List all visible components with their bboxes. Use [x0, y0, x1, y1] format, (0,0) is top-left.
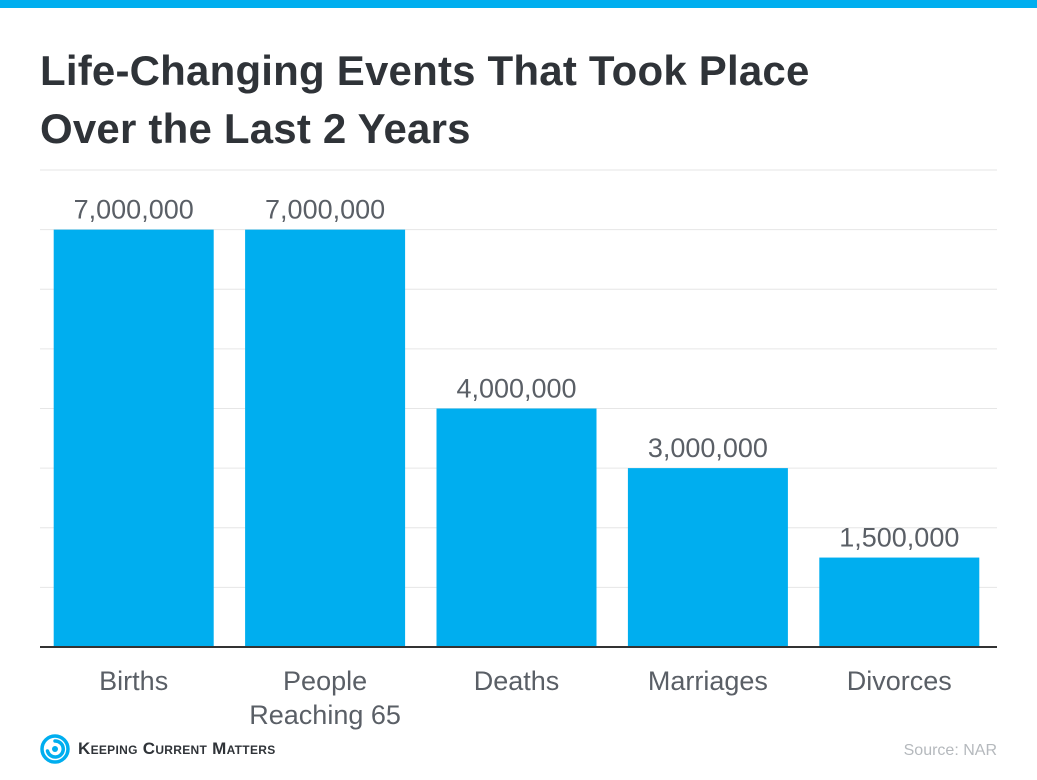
- bar: [436, 408, 597, 647]
- category-label: Deaths: [474, 666, 560, 696]
- brand-name: Keeping Current Matters: [78, 739, 276, 758]
- source-note: Source: NAR: [903, 742, 997, 759]
- bar: [627, 468, 788, 647]
- data-label: 7,000,000: [74, 195, 194, 225]
- category-label: Reaching 65: [249, 700, 401, 730]
- bar: [819, 557, 980, 647]
- category-label: Births: [99, 666, 168, 696]
- category-label: Divorces: [847, 666, 952, 696]
- bar: [53, 229, 214, 647]
- category-label: Marriages: [648, 666, 768, 696]
- data-label: 7,000,000: [265, 195, 385, 225]
- data-label: 4,000,000: [456, 374, 576, 404]
- data-label: 3,000,000: [648, 433, 768, 463]
- brand-logo-group: Keeping Current Matters: [40, 734, 276, 764]
- bar: [245, 229, 406, 647]
- kcm-swirl-icon: [40, 734, 70, 764]
- chart-title-line-2: Over the Last 2 Years: [40, 105, 471, 152]
- category-label: People: [283, 666, 367, 696]
- chart-title: Life-Changing Events That Took Place Ove…: [40, 42, 1000, 158]
- data-label: 1,500,000: [839, 523, 959, 553]
- top-accent-bar: [0, 0, 1037, 8]
- chart-title-line-1: Life-Changing Events That Took Place: [40, 47, 810, 94]
